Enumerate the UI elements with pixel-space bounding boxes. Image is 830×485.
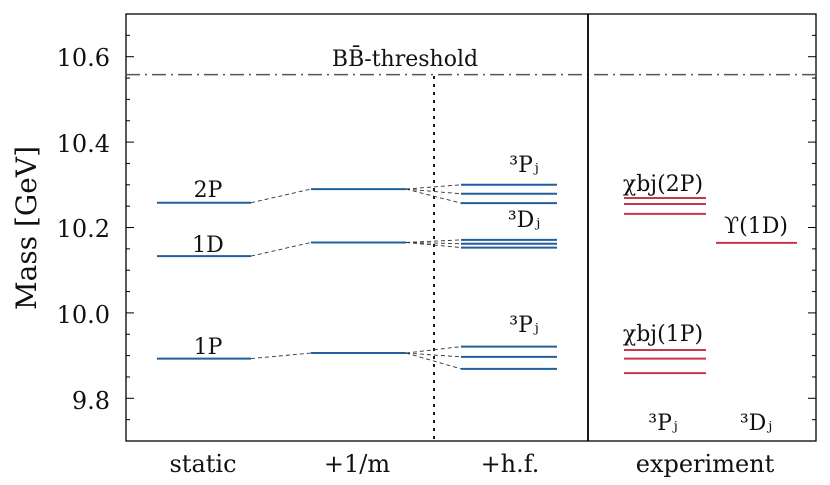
connector-line xyxy=(405,352,462,358)
y-axis-title: Mass [GeV] xyxy=(10,146,43,310)
hf-state-label: ³Dⱼ xyxy=(508,208,540,233)
y-tick-label: 9.8 xyxy=(72,387,110,415)
connector-line xyxy=(405,239,462,243)
connector-line xyxy=(405,352,462,370)
connector-line xyxy=(405,188,462,195)
y-tick-label: 10.2 xyxy=(57,215,110,243)
hf-state-label: ³Pⱼ xyxy=(509,313,538,338)
y-tick-label: 10.6 xyxy=(57,44,110,72)
x-category-label: static xyxy=(169,450,236,478)
connector-line xyxy=(405,188,462,204)
experiment-label: χbj(1P) xyxy=(623,322,703,347)
static-state-label: 2P xyxy=(194,178,223,203)
connector-line xyxy=(405,184,462,190)
x-category-label: +h.f. xyxy=(481,450,540,478)
experiment-label: ϒ(1D) xyxy=(724,214,788,239)
experiment-footer-label: ³Dⱼ xyxy=(740,411,772,436)
static-state-label: 1D xyxy=(192,233,224,258)
plot-area xyxy=(125,13,817,442)
x-category-label: experiment xyxy=(636,450,775,478)
plot-frame xyxy=(125,13,817,442)
connector-line xyxy=(250,188,312,204)
hf-state-label: ³Pⱼ xyxy=(509,153,538,178)
threshold-label: BB̄-threshold xyxy=(332,45,478,72)
connector-line xyxy=(250,242,312,257)
connector-line xyxy=(250,352,312,360)
connector-line xyxy=(405,346,462,354)
static-state-label: 1P xyxy=(194,335,223,360)
connector-line xyxy=(405,241,462,245)
experiment-label: χbj(2P) xyxy=(623,172,703,197)
x-category-label: +1/m xyxy=(324,450,390,478)
x-axis: static +1/m +h.f. experiment xyxy=(169,450,774,478)
y-axis: 9.8 10.0 10.2 10.4 10.6 Mass [GeV] xyxy=(10,44,110,415)
y-tick-label: 10.4 xyxy=(57,130,110,158)
experiment-footer-label: ³Pⱼ xyxy=(648,411,677,436)
connector-line xyxy=(405,241,462,249)
y-tick-label: 10.0 xyxy=(57,301,110,329)
